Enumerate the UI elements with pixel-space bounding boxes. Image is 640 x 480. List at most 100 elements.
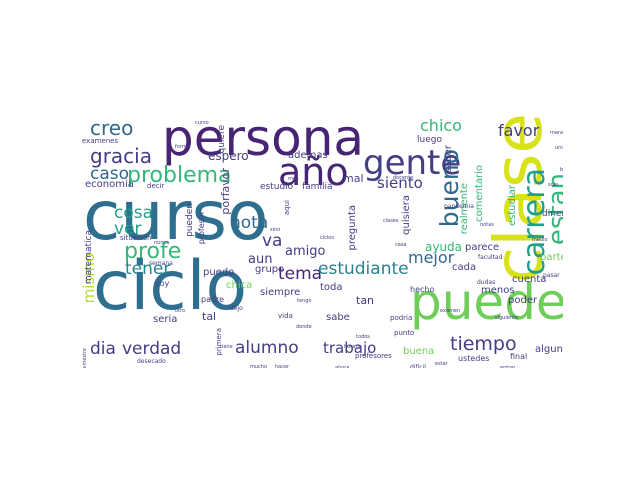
cloud-word: nota <box>230 213 269 233</box>
cloud-word: ademas <box>288 150 328 161</box>
cloud-word: pueden <box>185 203 195 237</box>
cloud-word: cosa <box>114 203 154 223</box>
cloud-word: dudas <box>477 279 496 286</box>
cloud-word: persona <box>162 113 365 167</box>
cloud-word: ahora <box>335 365 350 369</box>
cloud-word: algun <box>535 344 563 355</box>
cloud-word: profesores <box>355 352 392 360</box>
cloud-word: tan <box>356 294 375 307</box>
cloud-word: chica <box>226 280 253 291</box>
cloud-word: pregunta <box>347 205 358 251</box>
cloud-word: estudiar <box>507 185 518 226</box>
cloud-word: decir <box>147 182 165 190</box>
cloud-word: parte <box>540 252 563 263</box>
cloud-word: aqui <box>283 200 291 216</box>
cloud-word: vida <box>278 312 293 320</box>
cloud-word: pasar <box>543 272 560 279</box>
cloud-word: dinero <box>542 209 563 219</box>
cloud-word: sino <box>270 227 281 233</box>
cloud-word: grupo <box>255 264 285 275</box>
cloud-word: tiene <box>220 344 233 350</box>
cloud-word: pandemia <box>444 203 474 210</box>
cloud-word: siempre <box>260 287 301 298</box>
cloud-word: examenes <box>82 137 119 145</box>
cloud-word: comentario <box>474 165 485 222</box>
cloud-word: año <box>278 150 349 194</box>
cloud-word: siguiente <box>495 315 519 321</box>
cloud-word: cada <box>452 262 477 273</box>
cloud-word: clases <box>383 218 399 224</box>
cloud-word: amigo <box>285 244 326 259</box>
cloud-word: verdad <box>122 339 182 359</box>
cloud-word: estudio <box>260 182 294 192</box>
cloud-word: va <box>262 231 283 251</box>
cloud-word: favor <box>498 121 540 140</box>
cloud-word: semana <box>149 260 173 267</box>
cloud-word: ciclo <box>93 247 248 326</box>
cloud-word: economia <box>85 179 134 190</box>
cloud-word: quisiera <box>401 195 412 235</box>
cloud-word: problema <box>127 163 232 188</box>
cloud-word: entrar <box>500 365 516 369</box>
cloud-word: porfavor <box>219 168 232 215</box>
cloud-word: situacion <box>120 234 152 242</box>
cloud-word: matematica <box>84 230 94 285</box>
cloud-word: mes <box>288 176 299 182</box>
cloud-word: alumno <box>235 338 299 358</box>
cloud-word: hecho <box>410 285 435 294</box>
cloud-word: mejor <box>408 248 455 267</box>
cloud-word: ayuda <box>425 240 463 254</box>
word-cloud: persona curso ciclo clase puede año gent… <box>80 113 563 368</box>
cloud-word: final <box>510 352 528 361</box>
cloud-word: caso <box>90 164 130 184</box>
cloud-word: hacer <box>275 364 290 369</box>
cloud-word: primera <box>215 328 223 356</box>
cloud-word: padre <box>201 295 225 304</box>
cloud-word: solo <box>548 182 559 188</box>
cloud-word: manera <box>550 130 563 136</box>
cloud-word: horario <box>344 344 362 350</box>
cloud-word: buena <box>403 346 435 357</box>
cloud-word: tiempo <box>450 333 517 355</box>
cloud-word: tener <box>125 259 171 279</box>
cloud-word: bien <box>560 167 563 173</box>
cloud-word: otro <box>175 308 186 314</box>
cloud-word: todos <box>356 334 370 340</box>
cloud-word: seria <box>153 314 178 325</box>
cloud-word: notas <box>480 222 494 228</box>
cloud-word: docente <box>393 175 414 181</box>
cloud-word: dia <box>90 339 116 359</box>
cloud-word: profe <box>124 239 182 264</box>
cloud-word: gente <box>363 143 462 183</box>
cloud-word: estudiante <box>318 259 409 279</box>
cloud-word: aun <box>248 252 273 267</box>
cloud-word: siento <box>377 174 423 192</box>
cloud-word: puede <box>410 273 563 331</box>
cloud-word: luego <box>417 135 442 145</box>
cloud-word: facultad <box>478 254 503 261</box>
cloud-word: quiere <box>217 125 227 154</box>
cloud-word: curso <box>83 177 269 256</box>
cloud-word: parece <box>465 242 500 253</box>
cloud-word: voy <box>155 279 170 288</box>
cloud-word: estar <box>435 361 448 367</box>
cloud-word: cuenta <box>512 274 547 285</box>
cloud-word: creo <box>90 116 134 140</box>
cloud-word: ustedes <box>458 354 490 363</box>
cloud-word: gracia <box>90 144 152 168</box>
cloud-word: ciclos <box>320 235 334 241</box>
cloud-word: curso <box>195 120 209 126</box>
cloud-word: familia <box>302 182 333 192</box>
cloud-word: dejo <box>230 305 243 312</box>
cloud-word: mal <box>343 172 364 185</box>
cloud-word: mucho <box>250 364 268 369</box>
cloud-word: casa <box>395 242 407 248</box>
cloud-word: desecado <box>137 358 166 365</box>
cloud-word: punto <box>394 329 415 337</box>
cloud-word: semestre <box>82 348 88 368</box>
cloud-word: forma <box>175 144 190 150</box>
cloud-word: sabe <box>326 312 350 323</box>
cloud-word: menos <box>481 285 515 296</box>
cloud-word: saber <box>443 145 454 173</box>
